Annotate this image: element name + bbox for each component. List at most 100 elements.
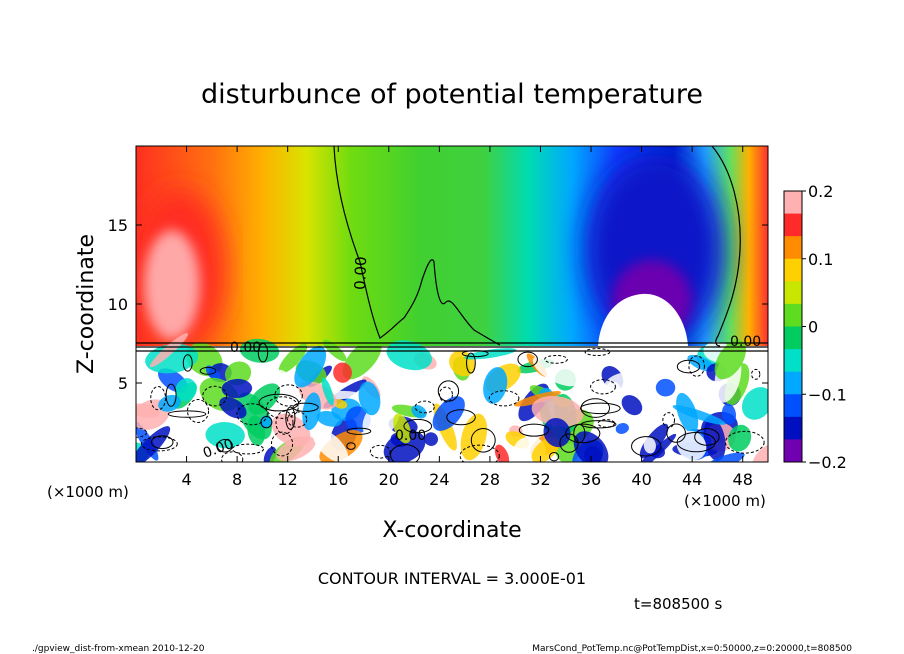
colorbar-tick-label: 0.2 [808, 182, 833, 201]
turbulent-patch [342, 338, 382, 380]
turbulent-patch [621, 395, 643, 416]
turbulent-contour [165, 383, 177, 407]
colorbar: 0.2 0.1 0 −0.1 −0.2 [783, 182, 847, 472]
x-tick-label: 8 [232, 470, 242, 489]
colorbar-swatch [784, 416, 802, 440]
colorbar-swatch [784, 236, 802, 260]
turbulent-contour [580, 398, 611, 418]
x-ticks: 4 8 12 16 20 24 28 32 36 40 44 48 [181, 146, 753, 489]
turbulent-contour [260, 416, 273, 429]
contour-right [711, 146, 741, 347]
turbulent-contour [518, 423, 550, 437]
turbulent-patch [531, 395, 584, 427]
turbulent-contour [150, 435, 174, 450]
turbulent-contour [466, 352, 476, 374]
contour-labels: 0.00 0.00 0.00 0.00 0.00 [201, 256, 761, 462]
colorbar-swatch [784, 439, 802, 463]
x-tick-label: 44 [682, 470, 702, 489]
colorbar-swatch [784, 371, 802, 395]
turbulent-patch [321, 377, 334, 406]
turbulent-contour [182, 354, 193, 372]
contour-label: 0.00 [230, 340, 261, 356]
turbulent-contour [565, 423, 601, 444]
colorbar-tick-label: 0.1 [808, 250, 833, 269]
turbulent-contour [584, 348, 611, 356]
turbulent-patch [389, 369, 425, 397]
contour-label: 0.00 [730, 334, 761, 350]
turbulent-contour [488, 390, 520, 407]
turbulent-patch [752, 444, 768, 462]
x-tick-label: 12 [278, 470, 298, 489]
turbulent-patch [149, 333, 188, 368]
time-label: t=808500 s [634, 595, 722, 613]
turbulent-contour [544, 354, 568, 364]
turbulent-patch [721, 403, 737, 425]
turbulent-contour [438, 386, 453, 403]
turbulent-patch [224, 361, 252, 386]
turbulent-patch [259, 415, 273, 429]
turbulent-patch [514, 391, 561, 407]
turbulent-contour [559, 433, 579, 453]
turbulent-contour [287, 411, 308, 428]
turbulent-contour [140, 436, 178, 452]
turbulent-contour [216, 438, 233, 453]
turbulent-patch [672, 405, 726, 425]
turbulent-contour [270, 431, 294, 457]
turbulent-patch [460, 413, 488, 461]
colorbar-swatch [784, 349, 802, 373]
turbulent-contour [369, 444, 391, 459]
contour-label: 0.00 [351, 256, 370, 290]
turbulent-contour [666, 423, 686, 443]
colorbar-swatch [784, 191, 802, 215]
warm-core-inner [144, 230, 200, 340]
x-tick-label: 48 [733, 470, 753, 489]
turbulent-patch [205, 422, 245, 449]
colorbar-swatch [784, 326, 802, 350]
turbulent-patch [294, 345, 327, 388]
turbulent-patch [615, 423, 629, 434]
turbulent-patch [741, 387, 768, 420]
cold-white-region [598, 293, 688, 346]
plot-area [136, 146, 768, 462]
y-tick-label: 10 [108, 295, 128, 314]
contour-interface [136, 342, 768, 352]
colorbar-swatch [784, 213, 802, 237]
turbulent-contour [459, 444, 500, 462]
turbulent-patch [358, 381, 381, 416]
turbulent-contour [231, 443, 265, 455]
turbulent-contour [346, 442, 356, 450]
colorbar-swatch [784, 281, 802, 305]
turbulent-contour [414, 400, 435, 414]
turbulent-contour [590, 379, 616, 395]
contour-upper [333, 146, 501, 346]
turbulent-patch [175, 378, 197, 402]
turbulent-contour [694, 428, 720, 446]
turbulent-contour [258, 393, 300, 412]
colorbar-tick-label: −0.2 [808, 453, 847, 472]
turbulent-patch [543, 417, 571, 448]
turbulent-patch [532, 355, 579, 387]
turbulent-patch [312, 429, 349, 462]
x-tick-label: 28 [480, 470, 500, 489]
x-tick-label: 20 [379, 470, 399, 489]
contour-interval: CONTOUR INTERVAL = 3.000E-01 [318, 569, 586, 588]
turbulent-patch [393, 413, 412, 444]
x-tick-label: 40 [631, 470, 651, 489]
y-tick-label: 15 [108, 216, 128, 235]
turbulent-patch [641, 357, 659, 390]
x-axis-label: X-coordinate [382, 518, 521, 543]
y-axis-label: Z-coordinate [74, 234, 99, 374]
turbulent-contour [517, 351, 538, 368]
turbulent-patch [386, 340, 432, 371]
turbulent-contour [446, 409, 476, 426]
turbulent-patch [333, 362, 352, 383]
turbulent-patch [316, 410, 343, 427]
turbulent-contour [403, 418, 433, 434]
turbulent-contour [186, 399, 210, 423]
turbulent-patch [655, 378, 676, 397]
x-unit-right: (×1000 m) [684, 492, 766, 510]
turbulent-patch [652, 346, 682, 379]
turbulent-patch [633, 410, 652, 438]
turbulent-contour [150, 386, 167, 411]
